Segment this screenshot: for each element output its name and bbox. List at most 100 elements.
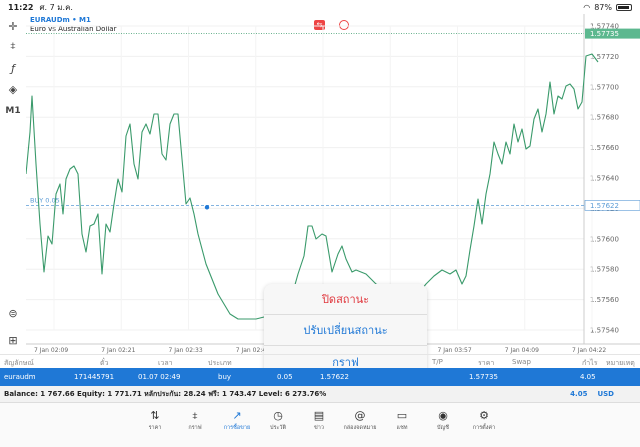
- col-type: ประเภท: [208, 359, 232, 367]
- summary-currency: USD: [597, 390, 614, 398]
- tab-label: กราฟ: [188, 425, 202, 431]
- time-tick: 7 Jan 02:45: [236, 347, 270, 354]
- price-tick: 1.57680: [590, 114, 619, 122]
- account-icon: ◉: [438, 409, 448, 422]
- tab-quotes[interactable]: ⇅ ราคา: [135, 409, 175, 432]
- row-ticket: 171445791: [74, 373, 115, 381]
- time-tick: 7 Jan 02:09: [34, 347, 68, 354]
- tab-label: ข่าว: [314, 425, 324, 431]
- col-profit: กำไร: [582, 359, 598, 367]
- row-time: 01.07 02:49: [138, 373, 181, 381]
- price-tick: 1.57720: [590, 53, 619, 61]
- symbol-description: Euro vs Australian Dollar: [30, 25, 117, 33]
- time-tick: 7 Jan 04:09: [505, 347, 539, 354]
- tab-news[interactable]: ▤ ข่าว: [299, 409, 339, 432]
- symbol-info: EURAUDm • M1 Euro vs Australian Dollar: [30, 16, 117, 33]
- price-tick: 1.57660: [590, 144, 619, 152]
- price-tick: 1.57700: [590, 83, 619, 91]
- time-tick: 7 Jan 02:21: [101, 347, 135, 354]
- col-ticket: ตั๋ว: [100, 359, 109, 367]
- price-line: [26, 53, 599, 320]
- battery-icon: [616, 3, 632, 11]
- tab-settings[interactable]: ⚙ การตั้งค่า: [464, 409, 504, 432]
- buy-price-tag: [584, 200, 640, 211]
- close-position-button[interactable]: ปิดสถานะ: [264, 284, 427, 315]
- chat-icon: ▭: [396, 409, 408, 422]
- candles-icon[interactable]: ⧧: [10, 39, 16, 52]
- col-swap: Swap: [512, 358, 531, 366]
- crosshair-icon[interactable]: ✛: [8, 19, 18, 33]
- col-time: เวลา: [158, 359, 173, 367]
- entry-marker: [204, 205, 210, 210]
- price-tick: 1.57600: [590, 235, 619, 243]
- col-comment: หมายเหตุ: [606, 359, 635, 367]
- modify-position-button[interactable]: ปรับเปลี่ยนสถานะ: [264, 315, 427, 346]
- signal-icon[interactable]: ⊜: [8, 306, 18, 320]
- status-bar: 11:22 ศ. 7 ม.ค. ◠ 87%: [0, 0, 640, 14]
- news-icon: ▤: [313, 409, 325, 422]
- bottom-tab-bar: ⇅ ราคา ⧧ กราฟ ↗ การซื้อขาย ◷ ประวัติ ▤ ข่าว @…: [0, 402, 640, 447]
- trade-icon: ↗: [232, 409, 242, 422]
- row-open-price: 1.57622: [320, 373, 349, 381]
- tab-label: บัญชี: [437, 425, 449, 431]
- tab-label: ราคา: [148, 425, 162, 431]
- price-tick: 1.57640: [590, 175, 619, 183]
- tab-label: การซื้อขาย: [223, 425, 251, 431]
- tab-chart[interactable]: ⧧ กราฟ: [175, 409, 215, 432]
- current-price-label: 1.57735: [590, 30, 619, 38]
- price-tick: 1.57540: [590, 327, 619, 335]
- status-right: ◠ 87%: [583, 3, 632, 12]
- col-price: ราคา: [478, 359, 495, 367]
- time-tick: 7 Jan 02:33: [169, 347, 203, 354]
- tab-mailbox[interactable]: @ กล่องจดหมาย: [340, 409, 380, 432]
- function-icon[interactable]: ƒ: [11, 61, 15, 75]
- symbol-name: EURAUDm: [30, 16, 70, 24]
- candles-icon: ⧧: [192, 409, 198, 422]
- row-volume: 0.05: [277, 373, 293, 381]
- row-price: 1.57735: [469, 373, 498, 381]
- col-symbol: สัญลักษณ์: [4, 359, 34, 367]
- positions-header: สัญลักษณ์ ตั๋ว เวลา ประเภท T/P ราคา Swap…: [0, 354, 640, 368]
- tab-chat[interactable]: ▭ แชท: [382, 409, 422, 432]
- add-icon[interactable]: ⊞: [8, 333, 18, 347]
- buy-price-label: 1.57622: [590, 202, 619, 210]
- chart-button[interactable]: กราฟ: [332, 355, 359, 369]
- row-symbol: euraudm: [4, 373, 36, 381]
- current-price-tag: [585, 28, 640, 39]
- chart-area[interactable]: EURAUDm • M1 Euro vs Australian Dollar ⇆…: [26, 14, 640, 377]
- summary-text: Balance: 1 767.66 Equity: 1 771.71 หลักป…: [4, 389, 327, 398]
- mail-icon: @: [354, 409, 366, 422]
- indicator-toggle-icon[interactable]: [339, 20, 349, 30]
- status-time: 11:22: [8, 2, 34, 12]
- price-tick: 1.57580: [590, 266, 619, 274]
- tab-label: การตั้งค่า: [472, 425, 496, 431]
- battery-percent: 87%: [594, 2, 612, 12]
- timeframe-button[interactable]: M1: [5, 106, 21, 116]
- col-tp: T/P: [432, 358, 443, 366]
- position-row[interactable]: euraudm 171445791 01.07 02:49 buy 0.05 1…: [0, 368, 640, 386]
- summary-profit: 4.05: [570, 390, 588, 398]
- settings-icon: ⚙: [479, 409, 489, 422]
- account-summary: Balance: 1 767.66 Equity: 1 771.71 หลักป…: [0, 386, 640, 402]
- time-tick: 7 Jan 03:57: [438, 347, 472, 354]
- tab-label: กล่องจดหมาย: [343, 425, 377, 431]
- buy-level-label: BUY 0.05: [30, 196, 60, 204]
- time-tick: 7 Jan 04:22: [572, 347, 606, 354]
- tab-label: ประวัติ: [269, 425, 287, 431]
- wifi-icon: ◠: [583, 2, 591, 12]
- tab-account[interactable]: ◉ บัญชี: [423, 409, 463, 432]
- one-click-trading-icon[interactable]: ⇆: [314, 20, 325, 30]
- shapes-icon[interactable]: ◈: [8, 82, 18, 96]
- row-type: buy: [218, 373, 232, 381]
- price-tick: 1.57740: [590, 23, 619, 31]
- price-tick: 1.57560: [590, 296, 619, 304]
- history-icon: ◷: [273, 409, 283, 422]
- status-date: ศ. 7 ม.ค.: [39, 2, 73, 12]
- tab-label: แชท: [396, 425, 408, 431]
- position-popup-menu: ปิดสถานะ ปรับเปลี่ยนสถานะ กราฟ: [264, 284, 427, 377]
- tab-history[interactable]: ◷ ประวัติ: [258, 409, 298, 432]
- arrows-icon: ⇅: [150, 409, 160, 422]
- symbol-timeframe: M1: [79, 16, 91, 24]
- tab-trade[interactable]: ↗ การซื้อขาย: [217, 409, 257, 432]
- row-profit: 4.05: [580, 373, 596, 381]
